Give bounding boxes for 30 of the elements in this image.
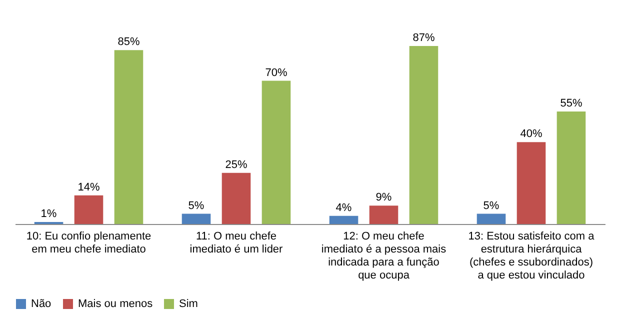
x-tick-label: 13: Estou satisfeito com a estrutura hierárquica (chefes e ssubordinados) a que estou vinculado — [468, 230, 596, 282]
data-label: 5% — [188, 200, 204, 212]
data-label: 5% — [483, 200, 500, 212]
bar — [369, 206, 398, 224]
data-label: 9% — [376, 192, 392, 204]
bar — [262, 80, 291, 224]
x-tick-label: 11: O meu chefe imediato é um lider — [190, 230, 284, 256]
bar — [516, 142, 546, 224]
data-label: 85% — [118, 36, 140, 48]
data-label: 70% — [265, 66, 288, 79]
legend-label: Não — [31, 298, 52, 310]
bar — [182, 214, 211, 224]
bar — [74, 195, 104, 224]
data-label: 1% — [40, 208, 57, 220]
x-tick-label: 10: Eu confio plenamente em meu chefe imediato — [26, 230, 152, 256]
bar — [222, 172, 251, 224]
bar — [556, 111, 586, 224]
legend-label: Sim — [179, 298, 198, 310]
bar — [329, 216, 358, 224]
data-label: 4% — [336, 202, 352, 214]
bar — [114, 50, 144, 224]
data-label: 55% — [560, 97, 582, 110]
legend-label: Mais ou menos — [78, 298, 154, 310]
data-label: 25% — [225, 158, 248, 171]
bar — [476, 214, 506, 224]
x-tick-label: 12: O meu chefe imediato é a pessoa mais indicada para a função que ocupa — [321, 230, 447, 282]
data-label: 14% — [78, 181, 100, 194]
bar — [409, 46, 438, 224]
data-label: 40% — [520, 128, 542, 140]
data-label: 87% — [412, 32, 435, 44]
